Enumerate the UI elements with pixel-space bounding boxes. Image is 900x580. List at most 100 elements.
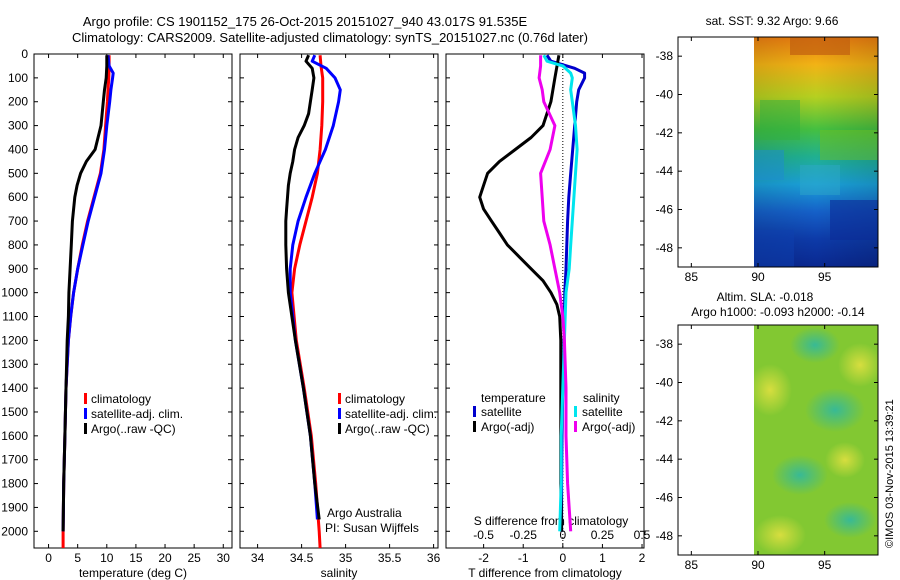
map-x-tick-label: 90 bbox=[751, 270, 765, 284]
x-axis-label: salinity bbox=[321, 566, 358, 580]
series-line bbox=[478, 54, 564, 532]
x-tick-label: 1 bbox=[599, 551, 606, 565]
y-tick-label: 700 bbox=[8, 214, 28, 228]
y-tick-label: 1800 bbox=[1, 477, 28, 491]
map-x-tick-label: 85 bbox=[685, 270, 699, 284]
salinity-panel: 34 34.5 35 35.5 36 salinity bbox=[239, 53, 441, 580]
legend-t-satellite-label: satellite bbox=[481, 405, 522, 419]
legend-argo-swatch bbox=[338, 423, 341, 434]
legend-argo-label: Argo(..raw -QC) bbox=[91, 422, 176, 436]
temperature-legend: climatology satellite-adj. clim. Argo(..… bbox=[84, 392, 183, 436]
sst-map-panel: sat. SST: 9.32 Argo: 9.66 85 90 95 -38 -40 -4… bbox=[656, 14, 879, 284]
map-y-tick-label: -48 bbox=[656, 241, 674, 255]
y-tick-label: 0 bbox=[21, 47, 28, 61]
y-tick-label: 1700 bbox=[1, 453, 28, 467]
legend-t-satellite-swatch bbox=[473, 406, 476, 417]
map-y-tick-label: -38 bbox=[656, 49, 674, 63]
salinity-legend: climatology satellite-adj. clim. Argo(..… bbox=[325, 392, 437, 535]
figure-title-line1: Argo profile: CS 1901152_175 26-Oct-2015… bbox=[83, 14, 528, 29]
map-x-tick-label: 95 bbox=[818, 270, 832, 284]
y-tick-label: 1600 bbox=[1, 429, 28, 443]
difference-panel: -2 -1 0 1 2 T difference from climatology -0.5… bbox=[445, 53, 651, 580]
x-tick-label: 15 bbox=[129, 551, 143, 565]
y-tick-label: 600 bbox=[8, 190, 28, 204]
x-axis-label: T difference from climatology bbox=[468, 566, 622, 580]
y-tick-label: 1500 bbox=[1, 405, 28, 419]
y-tick-label: 400 bbox=[8, 142, 28, 156]
x-tick-label: 34 bbox=[251, 551, 265, 565]
sla-map-title: Altim. SLA: -0.018 bbox=[717, 290, 814, 304]
x-tick-label: 0 bbox=[559, 551, 566, 565]
argo-australia-annotation: Argo Australia bbox=[327, 506, 402, 520]
legend-s-satellite-swatch bbox=[574, 406, 577, 417]
series-line bbox=[288, 54, 342, 520]
x-tick-label: 34.5 bbox=[290, 551, 314, 565]
sst-map-axes: 85 90 95 -38 -40 -42 -44 -46 -48 bbox=[656, 37, 878, 284]
y-tick-label: 1000 bbox=[1, 286, 28, 300]
legend-satellite-adj-label: satellite-adj. clim. bbox=[91, 407, 183, 421]
map-y-tick-label: -42 bbox=[656, 126, 674, 140]
x-tick-label: -2 bbox=[478, 551, 489, 565]
imos-watermark: ©IMOS 03-Nov-2015 13:39:21 bbox=[884, 399, 896, 548]
map-y-tick-label: -44 bbox=[656, 452, 674, 466]
legend-climatology-swatch bbox=[338, 393, 341, 404]
plot-frame bbox=[445, 53, 645, 549]
legend-argo-label: Argo(..raw -QC) bbox=[345, 422, 430, 436]
map-y-tick-label: -40 bbox=[656, 376, 674, 390]
sla-map-panel: Altim. SLA: -0.018 Argo h1000: -0.093 h2… bbox=[656, 290, 879, 572]
map-y-tick-label: -46 bbox=[656, 203, 674, 217]
x-axis-label: temperature (deg C) bbox=[79, 566, 187, 580]
x-tick-label: 25 bbox=[187, 551, 201, 565]
legend-t-argo-swatch bbox=[473, 421, 476, 432]
x-tick-label: 20 bbox=[158, 551, 172, 565]
x-tick-label: 35.5 bbox=[378, 551, 402, 565]
y-tick-label: 1300 bbox=[1, 357, 28, 371]
y-tick-label: 1400 bbox=[1, 381, 28, 395]
series-line bbox=[284, 54, 321, 520]
y-tick-label: 800 bbox=[8, 238, 28, 252]
map-x-tick-label: 95 bbox=[818, 558, 832, 572]
y-tick-label: 1200 bbox=[1, 333, 28, 347]
map-x-tick-label: 90 bbox=[751, 558, 765, 572]
sst-map-frame bbox=[677, 36, 879, 268]
legend-satellite-adj-label: satellite-adj. clim. bbox=[345, 407, 437, 421]
sla-map-subtitle: Argo h1000: -0.093 h2000: -0.14 bbox=[691, 305, 865, 319]
s-tick-label: -0.5 bbox=[473, 528, 494, 542]
y-tick-label: 1900 bbox=[1, 500, 28, 514]
series-line bbox=[61, 55, 109, 532]
legend-s-satellite-label: satellite bbox=[582, 405, 623, 419]
legend-s-argo-label: Argo(-adj) bbox=[582, 420, 635, 434]
map-y-tick-label: -48 bbox=[656, 529, 674, 543]
x-tick-label: 30 bbox=[217, 551, 231, 565]
y-tick-label: 100 bbox=[8, 71, 28, 85]
series-line bbox=[542, 54, 579, 532]
temperature-panel: 0100200300400500600700800900100011001200… bbox=[1, 47, 233, 580]
y-tick-label: 900 bbox=[8, 262, 28, 276]
legend-temperature-title: temperature bbox=[481, 391, 546, 405]
map-y-tick-label: -44 bbox=[656, 164, 674, 178]
map-y-tick-label: -46 bbox=[656, 491, 674, 505]
legend-satellite-adj-swatch bbox=[338, 408, 341, 419]
map-x-tick-label: 85 bbox=[685, 558, 699, 572]
sst-map-title: sat. SST: 9.32 Argo: 9.66 bbox=[706, 14, 839, 28]
x-tick-label: 36 bbox=[427, 551, 441, 565]
series-line bbox=[61, 55, 115, 532]
legend-salinity-title: salinity bbox=[583, 391, 620, 405]
figure-title-line2: Climatology: CARS2009. Satellite-adjuste… bbox=[72, 30, 588, 45]
plot-frame bbox=[239, 53, 439, 549]
x-tick-label: 5 bbox=[74, 551, 81, 565]
y-tick-label: 500 bbox=[8, 166, 28, 180]
s-tick-label: -0.25 bbox=[510, 528, 538, 542]
x-tick-label: 10 bbox=[100, 551, 114, 565]
principal-investigator-annotation: PI: Susan Wijffels bbox=[325, 521, 419, 535]
sla-map-frame bbox=[677, 324, 879, 556]
sst-heatmap-image bbox=[754, 37, 878, 267]
x-tick-label: 2 bbox=[639, 551, 646, 565]
legend-climatology-label: climatology bbox=[91, 392, 151, 406]
legend-t-argo-label: Argo(-adj) bbox=[481, 420, 534, 434]
sla-heatmap-image bbox=[754, 325, 878, 555]
s-tick-label: 0.25 bbox=[591, 528, 615, 542]
map-y-tick-label: -42 bbox=[656, 414, 674, 428]
legend-climatology-label: climatology bbox=[345, 392, 405, 406]
